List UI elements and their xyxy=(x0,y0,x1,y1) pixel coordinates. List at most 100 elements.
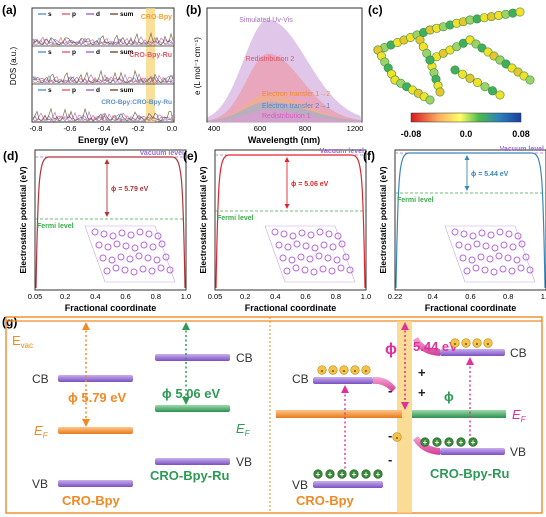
panel-a-label: (a) xyxy=(2,3,17,17)
panel-f-structure-image xyxy=(444,225,536,283)
interface-band xyxy=(397,321,412,513)
panel-e-frame xyxy=(214,149,367,291)
network-node xyxy=(425,95,435,105)
left-cb-label: CB xyxy=(32,372,49,386)
electron-sign: - xyxy=(476,339,479,348)
panel-f-xlabel: Fractional coordinate xyxy=(425,303,517,313)
panel-c: (c) -0.08 0.0 0.08 xyxy=(368,3,535,139)
legend-label-p: p xyxy=(72,49,76,56)
panel-b-xtick: 400 xyxy=(208,124,221,133)
vacuum-level-label: Vacuum level xyxy=(140,150,184,157)
legend-label-sum: sum xyxy=(120,87,134,94)
panel-f-xtick: 0.6 xyxy=(465,292,475,301)
spectrum-4 xyxy=(207,109,362,123)
colorbar-tick-mid: 0.0 xyxy=(460,129,473,139)
panel-a-sub-1-name: CRO-Bpy xyxy=(141,14,172,21)
network-node xyxy=(487,86,497,96)
legend-label-d: d xyxy=(96,49,100,56)
panel-b-xlabel: Wavelength (nm) xyxy=(248,135,320,145)
mid-ef-bar xyxy=(155,405,230,412)
fermi-level-label: Fermi level xyxy=(217,215,254,222)
electron-sign: - xyxy=(396,433,399,442)
legend-label-d: d xyxy=(96,11,100,18)
panel-b-curve-1-label: Simulated Uv-Vis xyxy=(239,17,293,24)
panel-a-xtick: -0.6 xyxy=(64,124,77,133)
right-phi-arrow-head-down xyxy=(401,402,409,410)
right-material-name-right: CRO-Bpy-Ru xyxy=(430,466,509,481)
legend-label-sum: sum xyxy=(120,11,134,18)
panel-b-xticks: 400 600 800 1200 xyxy=(208,124,364,133)
hole-sign: + xyxy=(471,438,476,447)
panel-f-xtick: 0.4 xyxy=(428,292,438,301)
electron-marker xyxy=(328,365,338,375)
dos-curve-sum xyxy=(32,31,174,46)
phi-arrow-head-down xyxy=(464,186,470,191)
evac-label: Evac xyxy=(12,333,33,350)
network-node xyxy=(450,65,460,75)
electron-sign: - xyxy=(487,339,490,348)
legend-label-p: p xyxy=(72,11,76,18)
hole-marker xyxy=(420,437,430,447)
dos-curve-sum xyxy=(32,107,174,122)
panel-d-xlabel: Fractional coordinate xyxy=(65,303,157,313)
electron-sign: - xyxy=(321,366,324,375)
right-vb-right-label: VB xyxy=(510,445,526,459)
electron-marker xyxy=(450,338,460,348)
left-cb-bar xyxy=(58,375,133,382)
electron-marker xyxy=(339,365,349,375)
network-node xyxy=(495,90,505,100)
legend-label-s: s xyxy=(48,11,52,18)
panel-b-xtick: 1200 xyxy=(347,124,364,133)
right-phi-value: 5.44 eV xyxy=(413,339,458,354)
mid-phi-arrow-head-down xyxy=(182,397,190,405)
dos-curve-sum xyxy=(32,69,174,84)
panel-b-spectra xyxy=(207,19,362,123)
panel-f-xtick: 1.0 xyxy=(541,292,546,301)
panel-b: (b) Simulated Uv-Vis Redistribution 2 El… xyxy=(186,3,363,145)
panel-d-ylabel: Electrostatic potential (eV) xyxy=(18,166,28,273)
hole-sign: + xyxy=(352,470,357,479)
dos-curve-p xyxy=(32,36,174,46)
panel-a-highlight xyxy=(146,8,155,122)
panel-a-legend-mid: s p d sum xyxy=(38,49,134,56)
hole-sign: + xyxy=(447,438,452,447)
right-phi-arrow-head-up xyxy=(401,322,409,330)
phi-value: ϕ = 5.44 eV xyxy=(471,171,509,178)
panel-a-xtick: -0.8 xyxy=(30,124,43,133)
mid-material-name: CRO-Bpy-Ru xyxy=(150,468,229,483)
panel-a-xtick: 0.0 xyxy=(167,124,177,133)
hole-sign: + xyxy=(328,470,333,479)
mid-cb-label: CB xyxy=(236,351,253,365)
panel-e-xlabel: Fractional coordinate xyxy=(245,303,337,313)
panel-b-xtick: 600 xyxy=(254,124,267,133)
electron-marker xyxy=(317,365,327,375)
fermi-level-label: Fermi level xyxy=(397,197,434,204)
hole-markers: + + + + + + + + + + + xyxy=(313,437,478,479)
panel-a-frame xyxy=(31,7,175,123)
phi-arrow-head-down xyxy=(104,212,110,217)
interface-plus-2: + xyxy=(418,385,426,400)
panel-e-xtick: 0.05 xyxy=(208,292,223,301)
phi-arrow-head-up xyxy=(284,157,290,162)
dos-curve-d xyxy=(32,36,174,46)
hole-sign: + xyxy=(340,470,345,479)
hole-marker xyxy=(373,469,383,479)
panel-b-xtick: 800 xyxy=(299,124,312,133)
panel-f-frame xyxy=(394,149,546,291)
right-vb-right-bar xyxy=(440,448,505,455)
panel-d-frame xyxy=(34,149,187,291)
interface-minus-2: - xyxy=(388,428,392,443)
electron-sign: - xyxy=(354,366,357,375)
network-node xyxy=(465,73,475,83)
panel-a-ylabel: DOS (a.u.) xyxy=(9,47,18,86)
panel-a-dos-curves xyxy=(32,31,174,122)
panel-b-curve-4-label: Electron transfer 2→1 xyxy=(262,103,330,110)
electron-sign: - xyxy=(332,366,335,375)
electron-sign: - xyxy=(365,366,368,375)
colorbar xyxy=(410,112,522,123)
hole-marker xyxy=(361,469,371,479)
network-node xyxy=(515,7,525,17)
vacuum-level-label: Vacuum level xyxy=(320,148,364,155)
legend-label-p: p xyxy=(72,87,76,94)
